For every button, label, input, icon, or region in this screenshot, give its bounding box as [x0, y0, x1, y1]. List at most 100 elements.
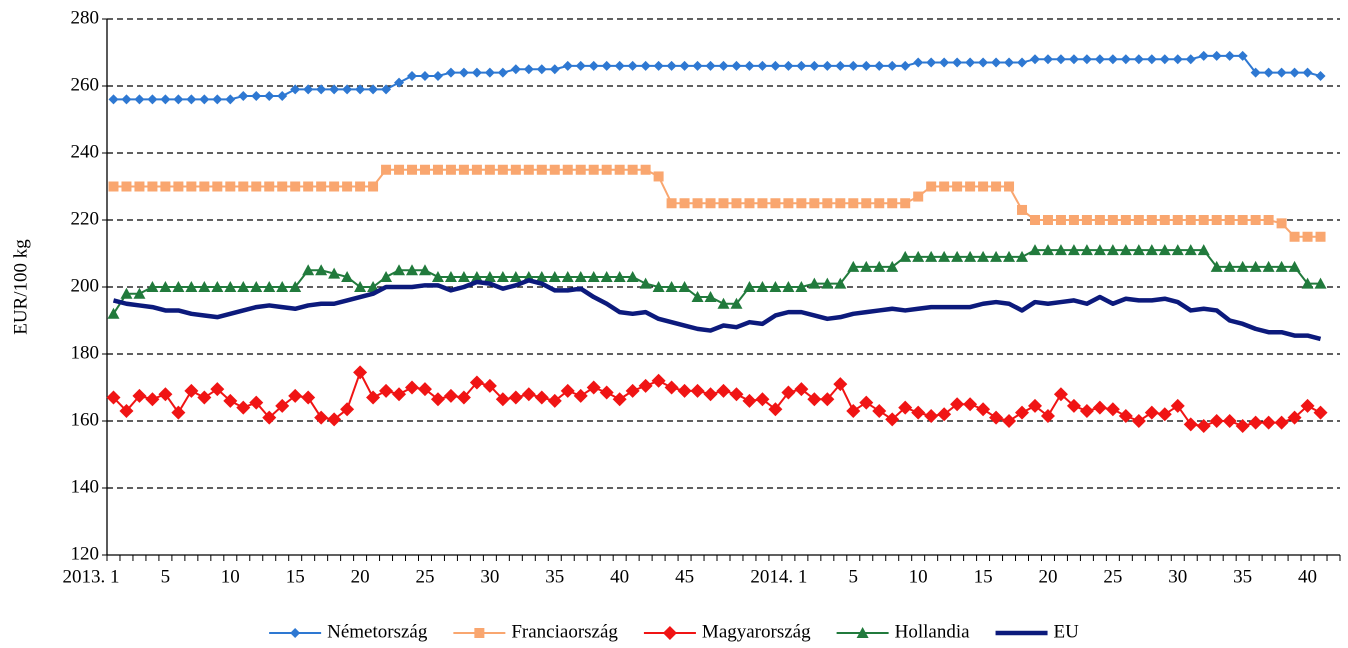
marker [1315, 70, 1326, 81]
marker [368, 181, 379, 192]
marker [952, 57, 963, 68]
marker [132, 388, 147, 403]
legend-label: Magyarország [702, 621, 811, 642]
y-tick-label: 220 [71, 208, 100, 229]
marker [1055, 54, 1066, 65]
marker [718, 60, 729, 71]
y-tick-label: 260 [71, 74, 100, 95]
marker [469, 375, 484, 390]
marker [600, 270, 613, 282]
marker [1094, 215, 1105, 225]
marker [1028, 244, 1041, 256]
marker [393, 264, 406, 276]
marker [820, 392, 835, 407]
marker [121, 181, 132, 192]
marker [834, 277, 847, 289]
marker [808, 277, 821, 289]
marker [731, 198, 742, 209]
marker [236, 400, 251, 415]
x-tick-label: 20 [1038, 566, 1057, 587]
marker [807, 392, 822, 407]
x-tick-label: 40 [610, 566, 629, 587]
x-tick-label: 10 [909, 566, 928, 587]
marker [340, 402, 355, 417]
marker [407, 70, 418, 81]
marker [769, 281, 782, 292]
marker [1183, 417, 1198, 432]
marker [212, 181, 223, 192]
marker [757, 198, 768, 209]
marker [315, 264, 328, 276]
marker [171, 405, 186, 420]
marker [651, 373, 666, 388]
marker [795, 281, 808, 292]
marker [303, 84, 314, 95]
marker [796, 60, 807, 71]
x-tick-label: 25 [1103, 566, 1122, 587]
marker [470, 270, 483, 282]
marker [1004, 181, 1015, 192]
marker [1002, 414, 1017, 428]
marker [1302, 67, 1313, 78]
marker [277, 181, 288, 192]
marker [666, 198, 677, 209]
marker [859, 395, 874, 410]
marker [366, 390, 381, 405]
marker [1159, 215, 1170, 225]
marker [444, 270, 457, 282]
marker [653, 60, 664, 71]
x-tick-label: 45 [675, 566, 694, 587]
marker [625, 383, 640, 398]
marker [225, 181, 236, 192]
marker [730, 297, 743, 309]
marker [872, 403, 887, 418]
marker [1081, 215, 1092, 225]
marker [783, 198, 794, 209]
marker [1144, 405, 1159, 420]
marker [1003, 250, 1016, 262]
marker [484, 164, 495, 175]
marker [355, 181, 366, 192]
marker [1106, 244, 1119, 256]
marker [913, 57, 924, 68]
series [112, 278, 1322, 342]
marker [562, 60, 573, 71]
marker [638, 378, 653, 393]
marker [679, 60, 690, 71]
marker [612, 392, 627, 407]
marker [848, 198, 859, 209]
x-tick-label: 20 [351, 566, 370, 587]
marker [1210, 260, 1223, 272]
series [108, 164, 1326, 242]
marker [991, 181, 1002, 192]
marker [238, 91, 249, 102]
marker [781, 385, 796, 400]
marker [1027, 398, 1042, 413]
marker [796, 198, 807, 209]
marker [302, 264, 315, 276]
marker [199, 94, 210, 105]
marker [367, 281, 380, 292]
marker [1158, 244, 1171, 256]
marker [705, 198, 716, 209]
marker [474, 628, 485, 638]
marker [379, 383, 394, 398]
marker [639, 277, 652, 289]
marker [560, 383, 575, 398]
marker [1261, 415, 1276, 430]
x-tick-label: 25 [415, 566, 434, 587]
marker [394, 164, 405, 175]
marker [251, 91, 262, 102]
marker [900, 198, 911, 209]
marker [924, 408, 939, 423]
marker [342, 181, 353, 192]
marker [886, 260, 899, 272]
marker [1042, 215, 1053, 225]
marker [198, 281, 211, 292]
marker [381, 84, 392, 95]
marker [1198, 50, 1209, 61]
marker [172, 281, 185, 292]
marker [614, 164, 625, 175]
marker [329, 84, 340, 95]
marker [783, 60, 794, 71]
